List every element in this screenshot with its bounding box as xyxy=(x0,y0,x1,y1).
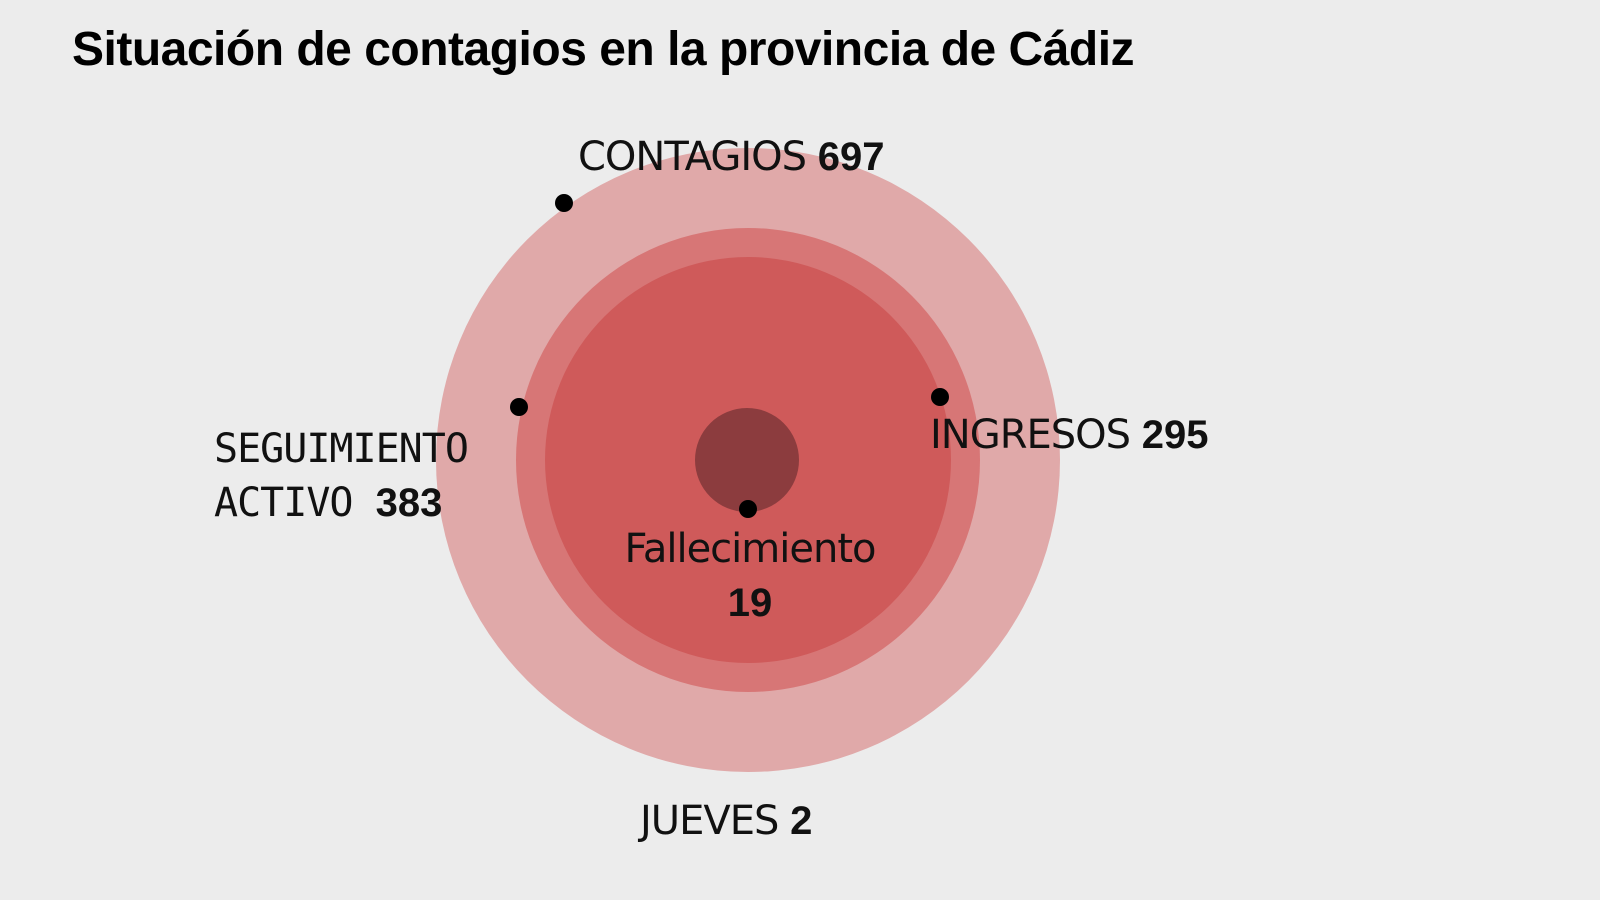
chart-title: Situación de contagios en la provincia d… xyxy=(72,23,1135,76)
fallecimiento-label: Fallecimiento 19 xyxy=(600,522,900,630)
jueves-label: JUEVES 2 xyxy=(640,794,812,848)
seguimiento-value: 383 xyxy=(375,481,443,525)
ingresos-value: 295 xyxy=(1141,413,1209,457)
ingresos-label: INGRESOS 295 xyxy=(930,408,1209,462)
contagios-label: CONTAGIOS 697 xyxy=(578,130,884,184)
fallecimiento-circle xyxy=(695,408,799,512)
ingresos-text: INGRESOS xyxy=(930,412,1131,458)
ingresos-marker xyxy=(931,388,949,406)
seguimiento-text-line1: SEGUIMIENTO xyxy=(214,426,469,472)
seguimiento-text-line2: ACTIVO xyxy=(214,480,353,526)
jueves-text: JUEVES xyxy=(640,798,779,844)
contagios-value: 697 xyxy=(817,135,885,179)
fallecimiento-marker xyxy=(739,500,757,518)
fallecimiento-text: Fallecimiento xyxy=(624,526,877,572)
contagios-text: CONTAGIOS xyxy=(578,134,807,180)
seguimiento-marker xyxy=(510,398,528,416)
fallecimiento-value: 19 xyxy=(727,581,773,625)
jueves-value: 2 xyxy=(790,799,813,843)
seguimiento-label: SEGUIMIENTO ACTIVO 383 xyxy=(214,422,469,530)
contagios-marker xyxy=(555,194,573,212)
